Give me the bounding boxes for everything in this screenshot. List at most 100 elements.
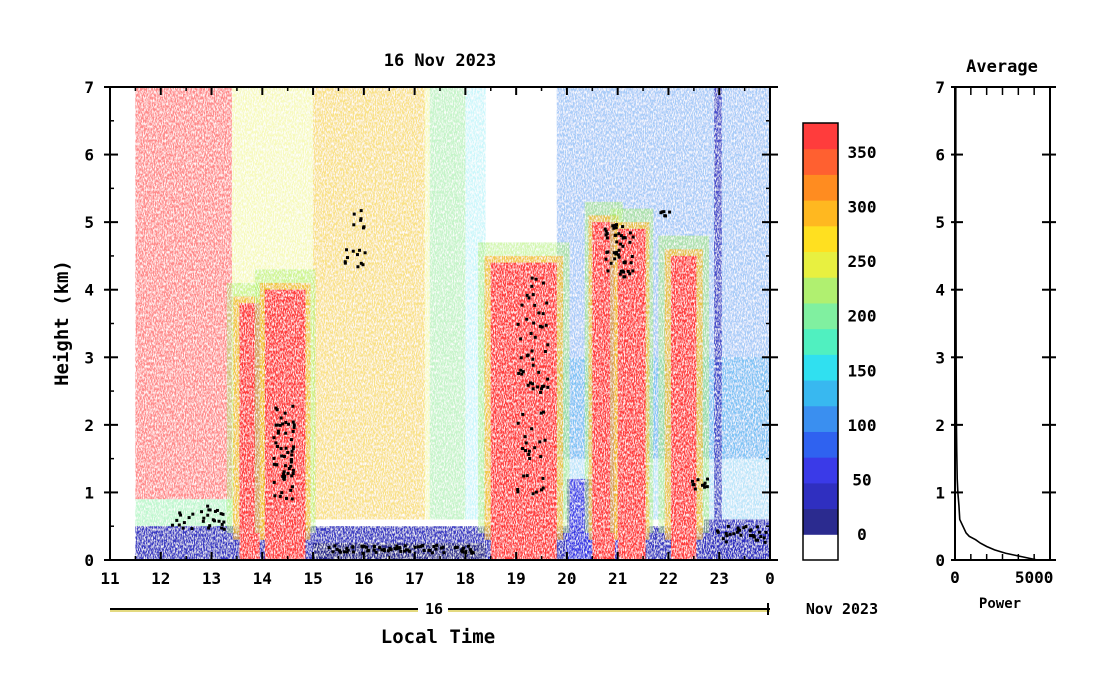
colorbar-frame (802, 122, 839, 561)
echo-dot (274, 441, 278, 445)
echo-dot (531, 492, 535, 496)
echo-dot (525, 317, 529, 321)
echo-dot (538, 324, 542, 328)
echo-dot (220, 526, 224, 530)
echo-dot (292, 423, 296, 427)
colorbar-cell (803, 174, 838, 201)
echo-dot (276, 429, 280, 433)
echo-dot (177, 523, 181, 527)
heatmap-cell (282, 492, 303, 560)
echo-dot (365, 545, 369, 549)
echo-dot (352, 212, 356, 216)
echo-dot (372, 545, 376, 549)
echo-dot (273, 494, 277, 498)
echo-dot (531, 363, 535, 367)
profile-x-tick-label: 0 (950, 568, 960, 587)
x-tick-label: 13 (202, 569, 221, 588)
echo-dot (539, 455, 543, 459)
echo-dot (220, 522, 224, 526)
echo-dot (621, 236, 625, 240)
echo-dot (327, 546, 331, 550)
echo-dot (752, 534, 756, 538)
x-tick-label: 20 (557, 569, 576, 588)
echo-dot (284, 446, 288, 450)
echo-dot (690, 479, 694, 483)
echo-dot (345, 546, 349, 550)
profile-x-axis-label: Power (979, 596, 1021, 612)
echo-dot (534, 277, 538, 281)
y-tick-label: 3 (84, 348, 94, 367)
echo-dot (289, 464, 293, 468)
echo-dot (615, 240, 619, 244)
echo-dot (523, 435, 527, 439)
echo-dot (466, 544, 470, 548)
echo-dot (693, 487, 697, 491)
echo-dot (338, 550, 342, 554)
echo-dot (382, 547, 386, 551)
echo-dot (628, 231, 632, 235)
echo-dot (362, 544, 366, 548)
colorbar-cell (803, 148, 838, 175)
echo-dot (359, 218, 363, 222)
main-chart-title: 16 Nov 2023 (384, 51, 497, 71)
heatmap-cell (704, 519, 770, 560)
colorbar-cell (803, 277, 838, 304)
echo-dot (413, 545, 417, 549)
echo-dot (278, 494, 282, 498)
colorbar-cell (803, 354, 838, 381)
echo-dot (664, 214, 668, 218)
echo-dot (283, 464, 287, 468)
echo-dot (435, 543, 439, 547)
colorbar-cell (803, 302, 838, 330)
echo-dot (190, 527, 194, 531)
echo-dot (279, 447, 283, 451)
echo-dot (284, 496, 288, 500)
echo-dot (735, 530, 739, 534)
heatmap-layers (135, 87, 770, 560)
echo-dot (533, 446, 537, 450)
echo-dot (331, 550, 335, 554)
y-tick-label: 1 (84, 483, 94, 502)
echo-dot (539, 390, 543, 394)
echo-dot (182, 521, 186, 525)
echo-dot (356, 265, 360, 269)
echo-dot (291, 429, 295, 433)
echo-dot (276, 444, 280, 448)
echo-dot (527, 296, 531, 300)
echo-dot (422, 549, 426, 553)
x-tick-label: 15 (303, 569, 322, 588)
echo-dot (546, 343, 550, 347)
echo-dot (526, 353, 530, 357)
echo-dot (416, 545, 420, 549)
echo-dot (286, 471, 290, 475)
profile-plot: 0 1 2 3 4 5 6 7 0 5000 Power (935, 78, 1056, 612)
echo-dot (606, 269, 610, 273)
echo-dot (428, 548, 432, 552)
echo-dot (516, 490, 520, 494)
echo-dot (543, 349, 547, 353)
echo-dot (434, 547, 438, 551)
profile-line (954, 86, 1038, 561)
echo-dot (529, 331, 533, 335)
echo-dot (516, 322, 520, 326)
echo-dot (351, 249, 355, 253)
echo-dot (546, 377, 550, 381)
echo-dot (274, 406, 278, 410)
echo-dot (284, 431, 288, 435)
echo-dot (531, 293, 535, 297)
echo-dot (346, 256, 350, 260)
echo-dot (378, 546, 382, 550)
profile-y-tick-label: 7 (935, 78, 945, 97)
colorbar-cell (803, 482, 838, 510)
echo-dot (464, 550, 468, 554)
echo-dot (281, 422, 285, 426)
echo-dot (726, 524, 730, 528)
profile-frame (954, 86, 1051, 561)
echo-dot (541, 410, 545, 414)
echo-dot (630, 254, 634, 258)
echo-dot (613, 223, 617, 227)
echo-dot (516, 421, 520, 425)
main-x-ticks: 11 12 13 14 15 16 17 18 19 20 21 22 23 0 (100, 87, 775, 588)
echo-dot (345, 550, 349, 554)
echo-dot (757, 530, 761, 534)
